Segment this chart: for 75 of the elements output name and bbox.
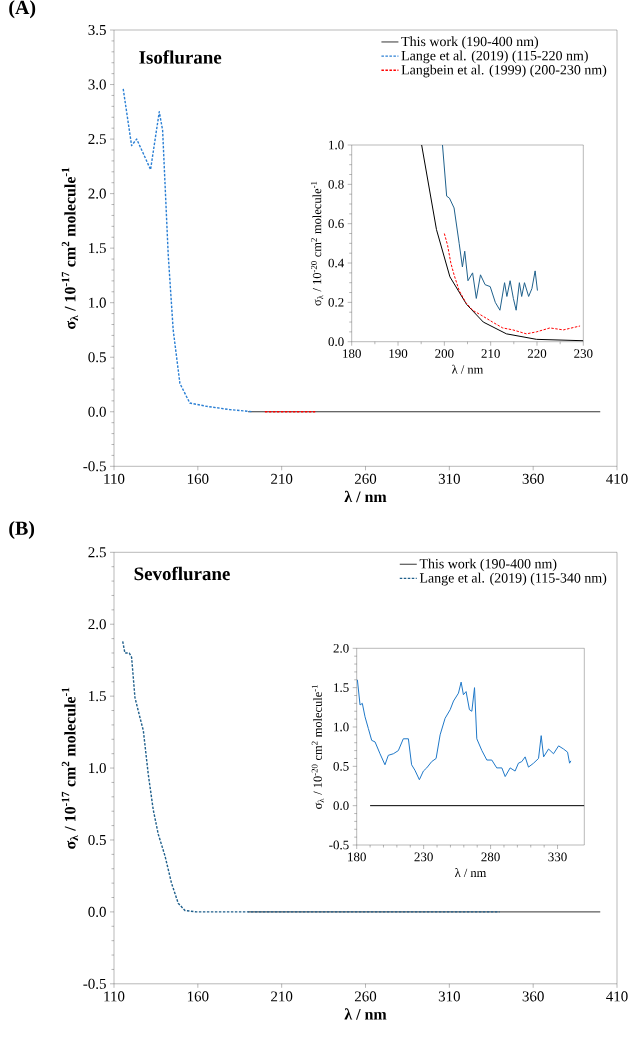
line-series [122,88,254,413]
line-series [441,145,538,311]
y-tick-label: 0.5 [333,761,349,771]
line-series [421,145,584,342]
x-tick-label: 210 [481,349,500,358]
x-tick-label: 180 [343,349,361,358]
x-tick-label: 360 [522,473,544,484]
x-tick-label: 110 [104,473,125,484]
x-tick-label: 310 [438,473,460,484]
x-axis-title: λ / nm [344,1008,387,1020]
chart-title: (A) [9,0,36,19]
x-tick-label: 210 [271,991,293,1002]
x-tick-label: 260 [354,991,377,1002]
chart-title: (B) [9,520,35,539]
x-tick-label: 260 [354,473,377,484]
x-tick-label: 210 [271,473,293,484]
x-tick-label: 190 [389,349,408,358]
x-tick-label: 220 [527,349,547,358]
y-tick-label: 1.0 [334,722,349,732]
x-tick-label: 230 [414,852,433,862]
x-axis-title: λ / nm [452,364,484,374]
x-axis-title: λ / nm [344,490,387,503]
y-tick-label: 3.0 [88,79,106,90]
y-tick-label: 0.0 [88,906,106,917]
x-tick-label: 330 [548,852,567,862]
y-tick-label: 1.5 [89,243,106,254]
y-tick-label: 2.5 [88,547,106,558]
legend-label: Lange et al. (2019) (115-220 nm) [401,50,588,64]
y-tick-label: 3.5 [88,24,106,36]
y-tick-label: 1.0 [89,762,106,774]
y-tick-label: 0.0 [333,801,349,811]
annotation: Isoflurane [139,50,222,64]
y-tick-label: 0.0 [328,337,344,347]
y-tick-label: 2.5 [88,134,106,145]
y-tick-label: 0.2 [328,297,344,307]
x-tick-label: 160 [187,991,209,1002]
legend-label: Lange et al. (2019) (115-340 nm) [419,572,607,586]
line-series [443,233,581,335]
y-tick-label: 0.4 [328,258,344,268]
y-tick-label: 2.0 [88,188,106,199]
line-series [122,640,501,913]
y-tick-label: 0.0 [88,406,106,417]
y-tick-label: 2.0 [88,619,106,630]
x-tick-label: 180 [348,852,366,862]
y-axis-title: σ$_{λ}$ / 10$^{-17}$ cm$^{2}$ molecule$^{-1}$ [61,687,78,849]
y-tick-label: 1.0 [329,140,344,150]
x-tick-label: 310 [438,991,460,1002]
x-tick-label: 110 [104,991,125,1002]
x-tick-label: 280 [481,852,500,862]
x-tick-label: 160 [187,473,209,484]
legend-label: This work (190-400 nm) [401,36,539,50]
y-tick-label: 1.0 [89,297,106,308]
x-tick-label: 410 [606,991,628,1002]
x-axis-title: λ / nm [455,868,487,878]
annotation: Sevoflurane [134,566,230,581]
y-axis-title: σ$_{λ}$ / 10$^{-17}$ cm$^{2}$ molecule$^{-1}$ [61,167,78,329]
legend-label: Langbein et al. (1999) (200-230 nm) [401,64,607,78]
y-tick-label: 1.5 [89,691,106,702]
x-tick-label: 230 [574,349,593,358]
y-tick-label: 0.5 [88,352,106,363]
y-tick-label: 0.8 [328,179,344,189]
y-tick-label: -0.5 [329,840,349,850]
y-axis-title: σ$_{λ}$ / 10$^{-20}$ cm$^{2}$ molecule$^{-1}$ [311,684,324,809]
x-tick-label: 360 [522,991,544,1002]
legend-label: This work (190-400 nm) [419,558,557,572]
y-tick-label: 0.6 [328,219,344,229]
y-tick-label: 0.5 [88,834,106,846]
x-tick-label: 410 [606,473,628,484]
x-tick-label: 200 [435,349,454,358]
y-tick-label: 2.0 [333,643,349,653]
y-tick-label: -0.5 [83,461,106,472]
y-tick-label: -0.5 [83,978,106,989]
y-axis-title: σ$_{λ}$ / 10$^{-20}$ cm$^{2}$ molecule$^{-1}$ [311,181,324,306]
y-tick-label: 1.5 [334,683,349,693]
line-series [356,679,572,781]
